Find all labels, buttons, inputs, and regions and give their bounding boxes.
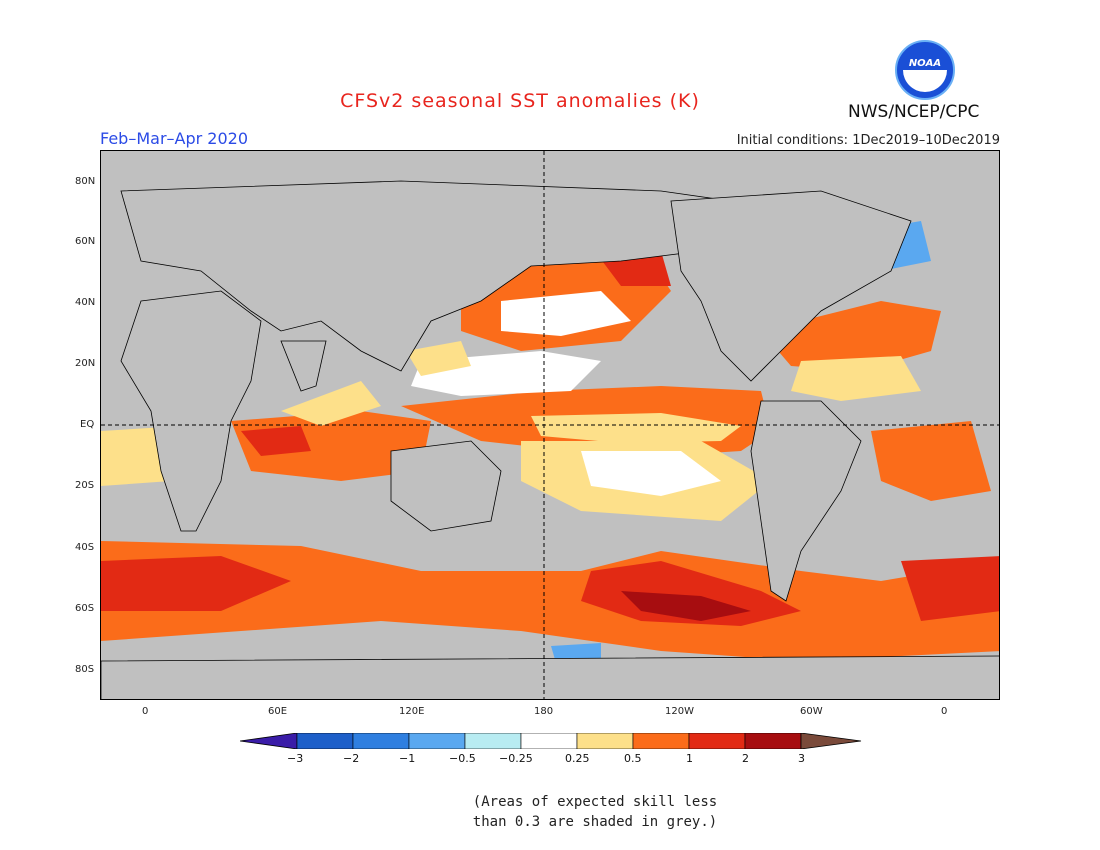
- lat-label-60s: 60S: [75, 603, 95, 614]
- map-svg: [101, 151, 999, 699]
- lon-label-180: 180: [534, 706, 554, 717]
- colorbar-label: −3: [287, 752, 304, 765]
- logo-text: NOAA: [908, 58, 942, 69]
- footnote-line-1: (Areas of expected skill less: [472, 794, 718, 810]
- lon-label-60w: 60W: [800, 706, 823, 717]
- forecast-period: Feb–Mar–Apr 2020: [100, 129, 248, 148]
- colorbar-label: −0.25: [499, 752, 533, 765]
- skill-footnote: (Areas of expected skill less than 0.3 a…: [0, 792, 1100, 832]
- lon-label-0-east: 0: [941, 706, 948, 717]
- logo-wave: [903, 70, 947, 92]
- lat-label-eq: EQ: [80, 419, 95, 430]
- colorbar-arrow-right: [800, 733, 862, 749]
- initial-conditions: Initial conditions: 1Dec2019–10Dec2019: [736, 133, 1000, 148]
- colorbar-label: 0.5: [624, 752, 642, 765]
- chart-title-text: CFSv2 seasonal SST anomalies (K): [340, 90, 700, 112]
- chart-title: CFSv2 seasonal SST anomalies (K): [0, 90, 1100, 112]
- colorbar-arrow-left: [240, 733, 298, 749]
- lat-label-80s: 80S: [75, 664, 95, 675]
- lon-label-120w: 120W: [665, 706, 694, 717]
- lon-label-120e: 120E: [399, 706, 425, 717]
- agency-label: NWS/NCEP/CPC: [848, 102, 980, 122]
- footnote-line-2: than 0.3 are shaded in grey.): [472, 814, 718, 830]
- lat-label-80n: 80N: [75, 176, 96, 187]
- lat-label-40n: 40N: [75, 297, 96, 308]
- colorbar: [240, 733, 862, 749]
- lat-label-60n: 60N: [75, 236, 96, 247]
- lat-label-40s: 40S: [75, 542, 95, 553]
- lat-label-20n: 20N: [75, 358, 96, 369]
- colorbar-label: 2: [742, 752, 749, 765]
- colorbar-label: −0.5: [449, 752, 476, 765]
- colorbar-label: 0.25: [565, 752, 590, 765]
- noaa-logo-icon: NOAA: [895, 40, 955, 100]
- lon-label-0: 0: [142, 706, 149, 717]
- colorbar-label: 3: [798, 752, 805, 765]
- sst-anomaly-map: [100, 150, 1000, 700]
- colorbar-label: 1: [686, 752, 693, 765]
- lon-label-60e: 60E: [268, 706, 288, 717]
- colorbar-label: −1: [399, 752, 416, 765]
- colorbar-label: −2: [343, 752, 360, 765]
- lat-label-20s: 20S: [75, 480, 95, 491]
